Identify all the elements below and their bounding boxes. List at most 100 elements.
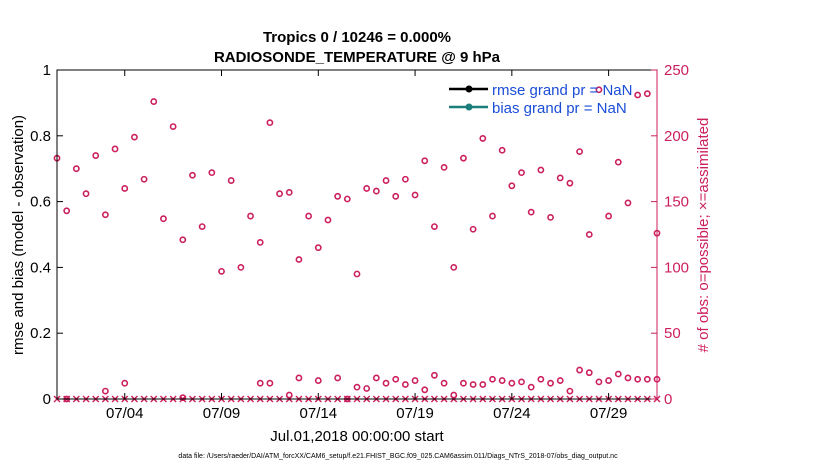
obs-possible-low-point xyxy=(450,391,458,399)
obs-possible-point xyxy=(634,91,642,99)
obs-possible-low-point xyxy=(498,377,506,384)
obs-possible-point xyxy=(72,165,80,173)
plot-frame xyxy=(56,69,658,400)
obs-possible-point xyxy=(479,135,487,142)
obs-possible-low-point xyxy=(421,386,429,394)
obs-possible-point xyxy=(160,215,167,223)
obs-possible-low-point xyxy=(527,383,535,391)
obs-possible-point xyxy=(537,166,545,174)
obs-possible-low-point xyxy=(518,378,525,386)
obs-possible-point xyxy=(372,187,380,195)
obs-possible-low-point xyxy=(489,375,496,383)
legend-bias-marker xyxy=(465,103,473,111)
obs-possible-point xyxy=(198,223,206,231)
obs-possible-point xyxy=(411,191,419,199)
obs-possible-low-point xyxy=(537,375,545,383)
y2-tick-label: 0 xyxy=(664,391,672,408)
obs-possible-low-point xyxy=(614,370,622,378)
chart-subtitle: RADIOSONDE_TEMPERATURE @ 9 hPa xyxy=(214,49,501,66)
obs-possible-point xyxy=(643,90,651,98)
footnote: data file: /Users/raeder/DAI/ATM_forcXX/… xyxy=(178,453,618,460)
obs-possible-point xyxy=(295,256,303,263)
legend-rmse-label: rmse grand pr = NaN xyxy=(492,82,632,99)
y-tick-label: 0.6 xyxy=(30,194,51,211)
obs-possible-low-point xyxy=(101,387,109,395)
obs-possible-point xyxy=(314,244,322,252)
y-tick-label: 1 xyxy=(43,62,51,79)
obs-possible-point xyxy=(489,212,496,220)
obs-possible-low-point xyxy=(179,394,187,402)
obs-possible-point xyxy=(605,212,613,220)
obs-possible-point xyxy=(63,207,71,215)
obs-possible-low-point xyxy=(576,366,583,374)
obs-possible-low-point xyxy=(372,374,380,382)
obs-possible-point xyxy=(140,175,148,183)
obs-possible-low-point xyxy=(401,381,409,388)
obs-possible-point xyxy=(469,225,477,233)
x-tick-label: 07/09 xyxy=(203,405,241,422)
obs-possible-point xyxy=(334,192,342,200)
obs-possible-point xyxy=(343,195,351,203)
obs-possible-low-point xyxy=(121,379,129,387)
x-tick-label: 07/24 xyxy=(493,405,531,422)
obs-possible-point xyxy=(518,169,525,177)
obs-possible-point xyxy=(576,148,583,155)
obs-possible-point xyxy=(614,158,622,166)
y-tick-label: 0.2 xyxy=(30,325,51,342)
obs-possible-point xyxy=(498,146,506,154)
axes-group: 0 0.2 0.4 0.6 0.8 1 0 50 100 150 200 250 07/04 07/09 0… xyxy=(30,62,689,422)
obs-possible-point xyxy=(527,208,535,216)
obs-possible-point xyxy=(624,199,632,207)
obs-possible-point xyxy=(324,216,332,224)
obs-possible-low-point xyxy=(314,377,322,384)
y-tick-label: 0 xyxy=(43,391,51,408)
obs-possible-point xyxy=(256,238,264,246)
obs-possible-point xyxy=(121,185,129,192)
y-tick-label: 0.4 xyxy=(30,259,51,276)
x-tick-label: 07/04 xyxy=(106,405,144,422)
obs-possible-low-point xyxy=(295,374,303,382)
obs-possible-point xyxy=(266,119,274,127)
obs-possible-low-point xyxy=(392,375,400,383)
obs-possible-low-point xyxy=(266,379,274,387)
obs-possible-point xyxy=(208,169,216,177)
obs-possible-low-point xyxy=(285,391,293,399)
obs-possible-point xyxy=(401,175,409,183)
obs-possible-low-point xyxy=(334,374,342,382)
obs-possible-point xyxy=(189,171,196,179)
obs-possible-point xyxy=(131,133,138,141)
y-axis-label: rmse and bias (model - observation) xyxy=(10,115,27,355)
y2-tick-label: 100 xyxy=(664,259,689,276)
legend: rmse grand pr = NaN bias grand pr = NaN xyxy=(449,82,632,117)
obs-possible-low-point xyxy=(624,374,632,382)
obs-possible-low-point xyxy=(556,377,564,384)
obs-possible-point xyxy=(392,192,400,200)
obs-possible-point xyxy=(421,157,429,165)
obs-possible-point xyxy=(237,263,245,271)
y2-tick-label: 50 xyxy=(664,325,681,342)
obs-possible-point xyxy=(585,231,593,238)
obs-possible-point xyxy=(150,98,158,105)
obs-possible-low-point xyxy=(634,375,642,383)
obs-possible-point xyxy=(547,213,554,221)
obs-possible-point xyxy=(111,145,119,153)
x-tick-label: 07/19 xyxy=(396,405,434,422)
obs-possible-low-point xyxy=(547,379,554,387)
obs-possible-point xyxy=(92,152,100,159)
obs-possible-point xyxy=(566,179,574,187)
obs-possible-low-point xyxy=(256,379,264,387)
obs-possible-low-point xyxy=(363,385,371,392)
obs-possible-point xyxy=(382,177,390,184)
obs-possible-point xyxy=(101,211,109,219)
obs-possible-point xyxy=(595,86,603,94)
obs-possible-point xyxy=(450,263,458,271)
obs-possible-low-point xyxy=(566,387,574,395)
chart-title: Tropics 0 / 10246 = 0.000% xyxy=(263,29,451,46)
y2-tick-label: 200 xyxy=(664,128,689,145)
obs-possible-point xyxy=(179,236,187,244)
legend-bias-label: bias grand pr = NaN xyxy=(492,100,627,117)
obs-possible-low-point xyxy=(605,377,613,384)
obs-possible-point xyxy=(431,223,438,231)
y-tick-label: 0.8 xyxy=(30,128,51,145)
